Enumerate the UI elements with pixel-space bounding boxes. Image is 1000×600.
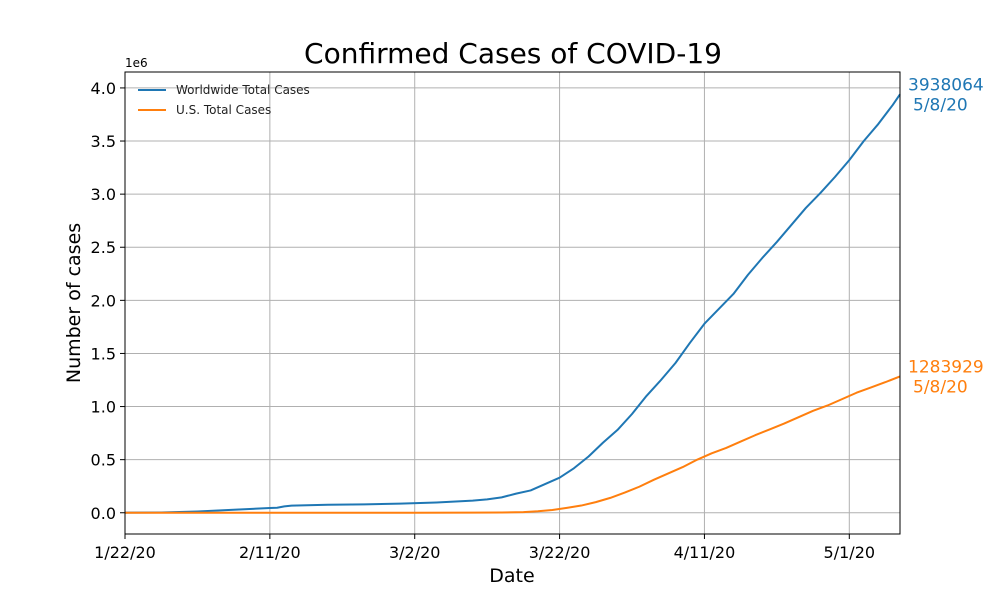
y-offset-label: 1e6 bbox=[125, 56, 148, 70]
series-line-worldwide bbox=[124, 93, 901, 514]
chart-title: Confirmed Cases of COVID-19 bbox=[304, 37, 722, 70]
ticks: 1/22/20 2/11/20 3/2/20 3/22/20 4/11/20 5/1/20… bbox=[91, 79, 876, 562]
series-line-us bbox=[125, 375, 901, 514]
legend-entry-label: U.S. Total Cases bbox=[176, 103, 271, 117]
y-axis-label: Number of cases bbox=[63, 223, 85, 383]
series-layer bbox=[124, 93, 901, 514]
x-axis-label: Date bbox=[489, 565, 534, 587]
x-tick-label: 3/2/20 bbox=[389, 543, 441, 562]
x-tick-label: 3/22/20 bbox=[529, 543, 591, 562]
x-tick-label: 2/11/20 bbox=[239, 543, 301, 562]
y-tick-label: 3.0 bbox=[91, 185, 116, 204]
y-tick-label: 0.0 bbox=[91, 504, 116, 523]
x-tick-label: 5/1/20 bbox=[824, 543, 876, 562]
x-tick-label: 1/22/20 bbox=[94, 543, 156, 562]
end-date-label: 5/8/20 bbox=[913, 95, 968, 115]
y-tick-label: 0.5 bbox=[91, 451, 116, 470]
y-tick-label: 1.0 bbox=[91, 398, 116, 417]
y-tick-label: 2.0 bbox=[91, 291, 116, 310]
plot-frame bbox=[124, 71, 901, 535]
legend: Worldwide Total Cases U.S. Total Cases bbox=[138, 83, 310, 117]
x-tick-label: 4/11/20 bbox=[674, 543, 736, 562]
y-tick-label: 4.0 bbox=[91, 79, 116, 98]
y-tick-label: 2.5 bbox=[91, 238, 116, 257]
end-value-label: 1283929 bbox=[908, 357, 984, 377]
legend-entry-label: Worldwide Total Cases bbox=[176, 83, 310, 97]
y-tick-label: 1.5 bbox=[91, 344, 116, 363]
end-value-label: 3938064 bbox=[908, 75, 984, 95]
end-date-label: 5/8/20 bbox=[913, 377, 968, 397]
grid bbox=[124, 72, 900, 534]
y-tick-label: 3.5 bbox=[91, 132, 116, 151]
